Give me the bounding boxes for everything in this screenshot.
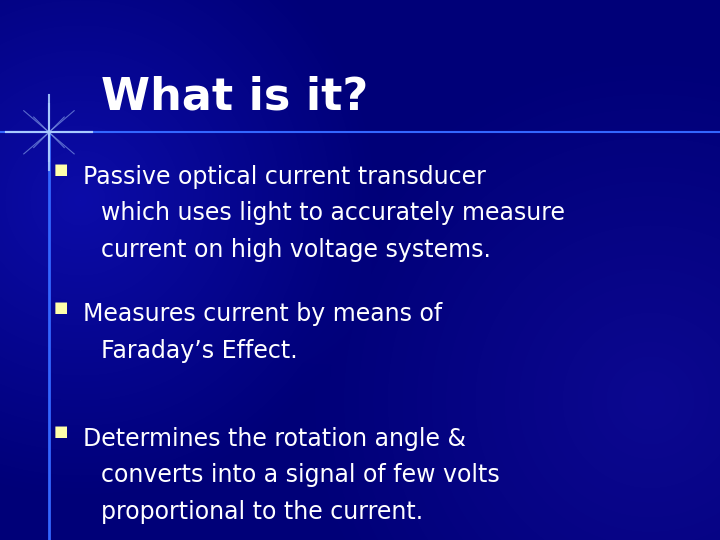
Text: converts into a signal of few volts: converts into a signal of few volts [101,463,500,487]
Text: ■: ■ [54,424,68,439]
Text: Faraday’s Effect.: Faraday’s Effect. [101,339,297,363]
Text: proportional to the current.: proportional to the current. [101,500,423,524]
Text: which uses light to accurately measure: which uses light to accurately measure [101,201,564,225]
Text: Passive optical current transducer: Passive optical current transducer [83,165,486,188]
Text: ■: ■ [54,162,68,177]
Text: ■: ■ [54,300,68,315]
Text: current on high voltage systems.: current on high voltage systems. [101,238,490,262]
Text: Determines the rotation angle &: Determines the rotation angle & [83,427,466,450]
Text: Measures current by means of: Measures current by means of [83,302,442,326]
Text: What is it?: What is it? [101,76,368,119]
